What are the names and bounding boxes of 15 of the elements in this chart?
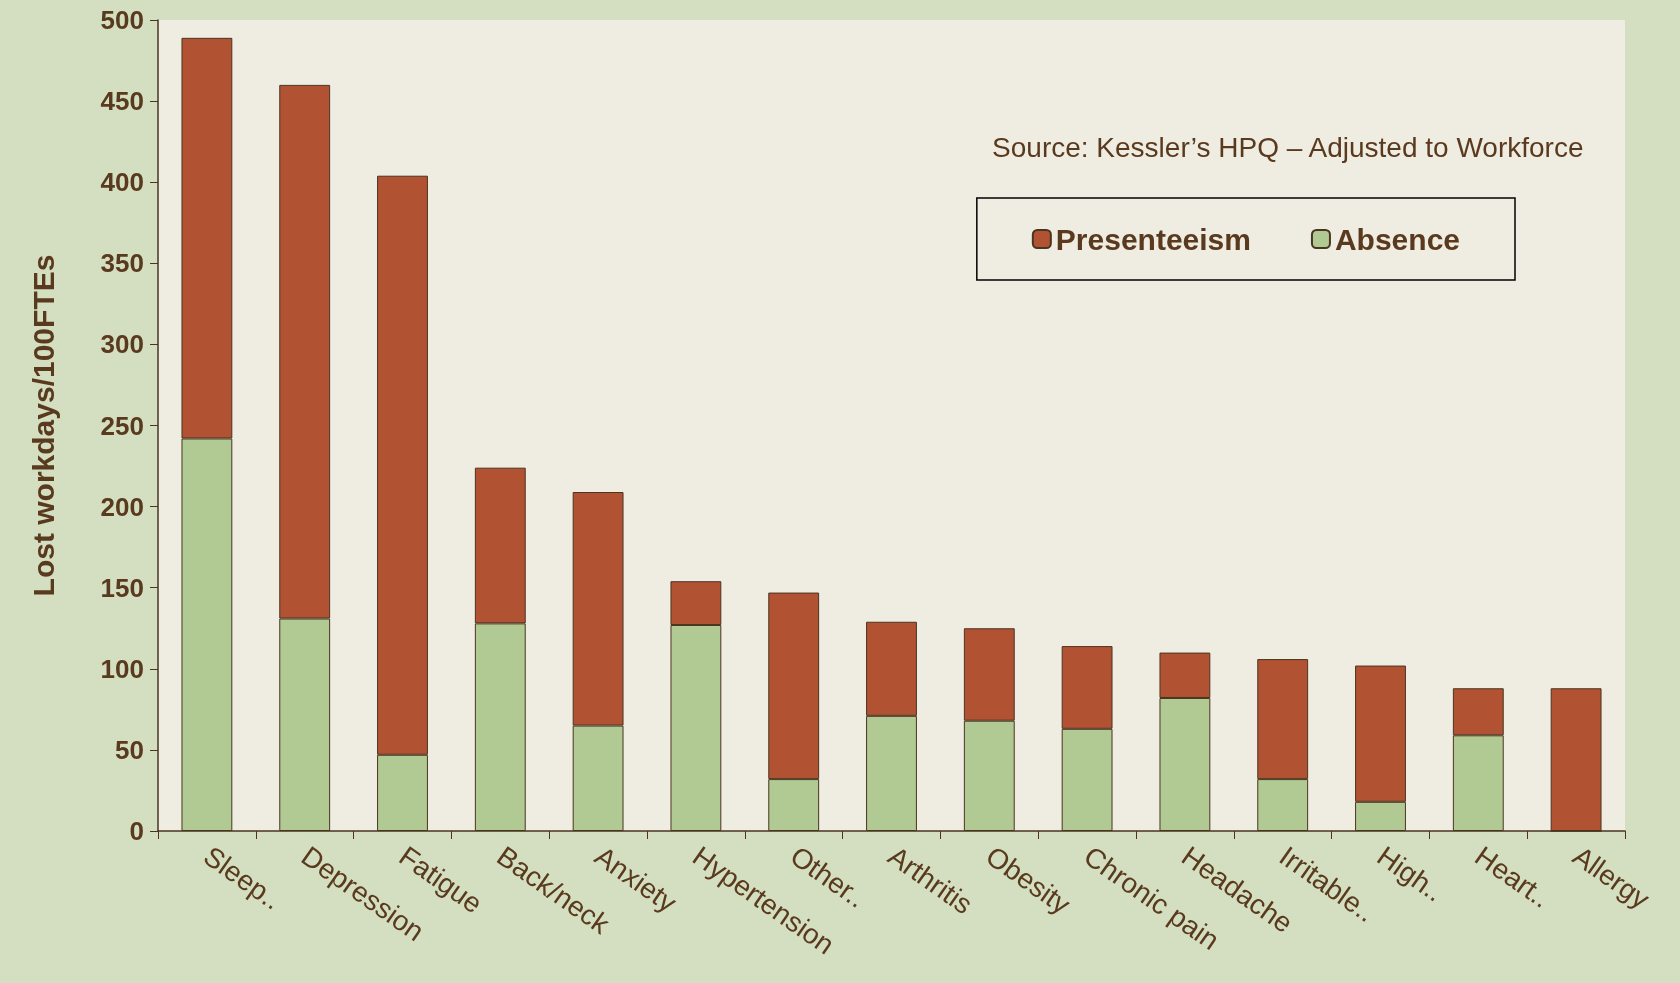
y-tick-label: 0	[129, 816, 144, 846]
y-tick-label: 400	[100, 167, 144, 198]
y-tick-label: 100	[100, 653, 144, 684]
y-tick-label: 350	[100, 248, 144, 279]
y-tick-label: 250	[100, 410, 144, 441]
legend-label: Presenteeism	[1055, 222, 1251, 256]
y-axis-title: Lost workdays/100FTEs	[26, 254, 60, 597]
y-tick-label: 150	[100, 572, 144, 603]
y-tick-label: 50	[115, 734, 144, 765]
y-tick-label: 450	[100, 86, 144, 117]
y-tick-label: 200	[100, 491, 144, 522]
legend-label: Absence	[1334, 222, 1461, 256]
annotation: Source: Kessler’s HPQ – Adjusted to Workforce	[992, 131, 1584, 163]
y-tick-label: 300	[100, 329, 144, 360]
y-tick-label: 500	[100, 5, 144, 35]
